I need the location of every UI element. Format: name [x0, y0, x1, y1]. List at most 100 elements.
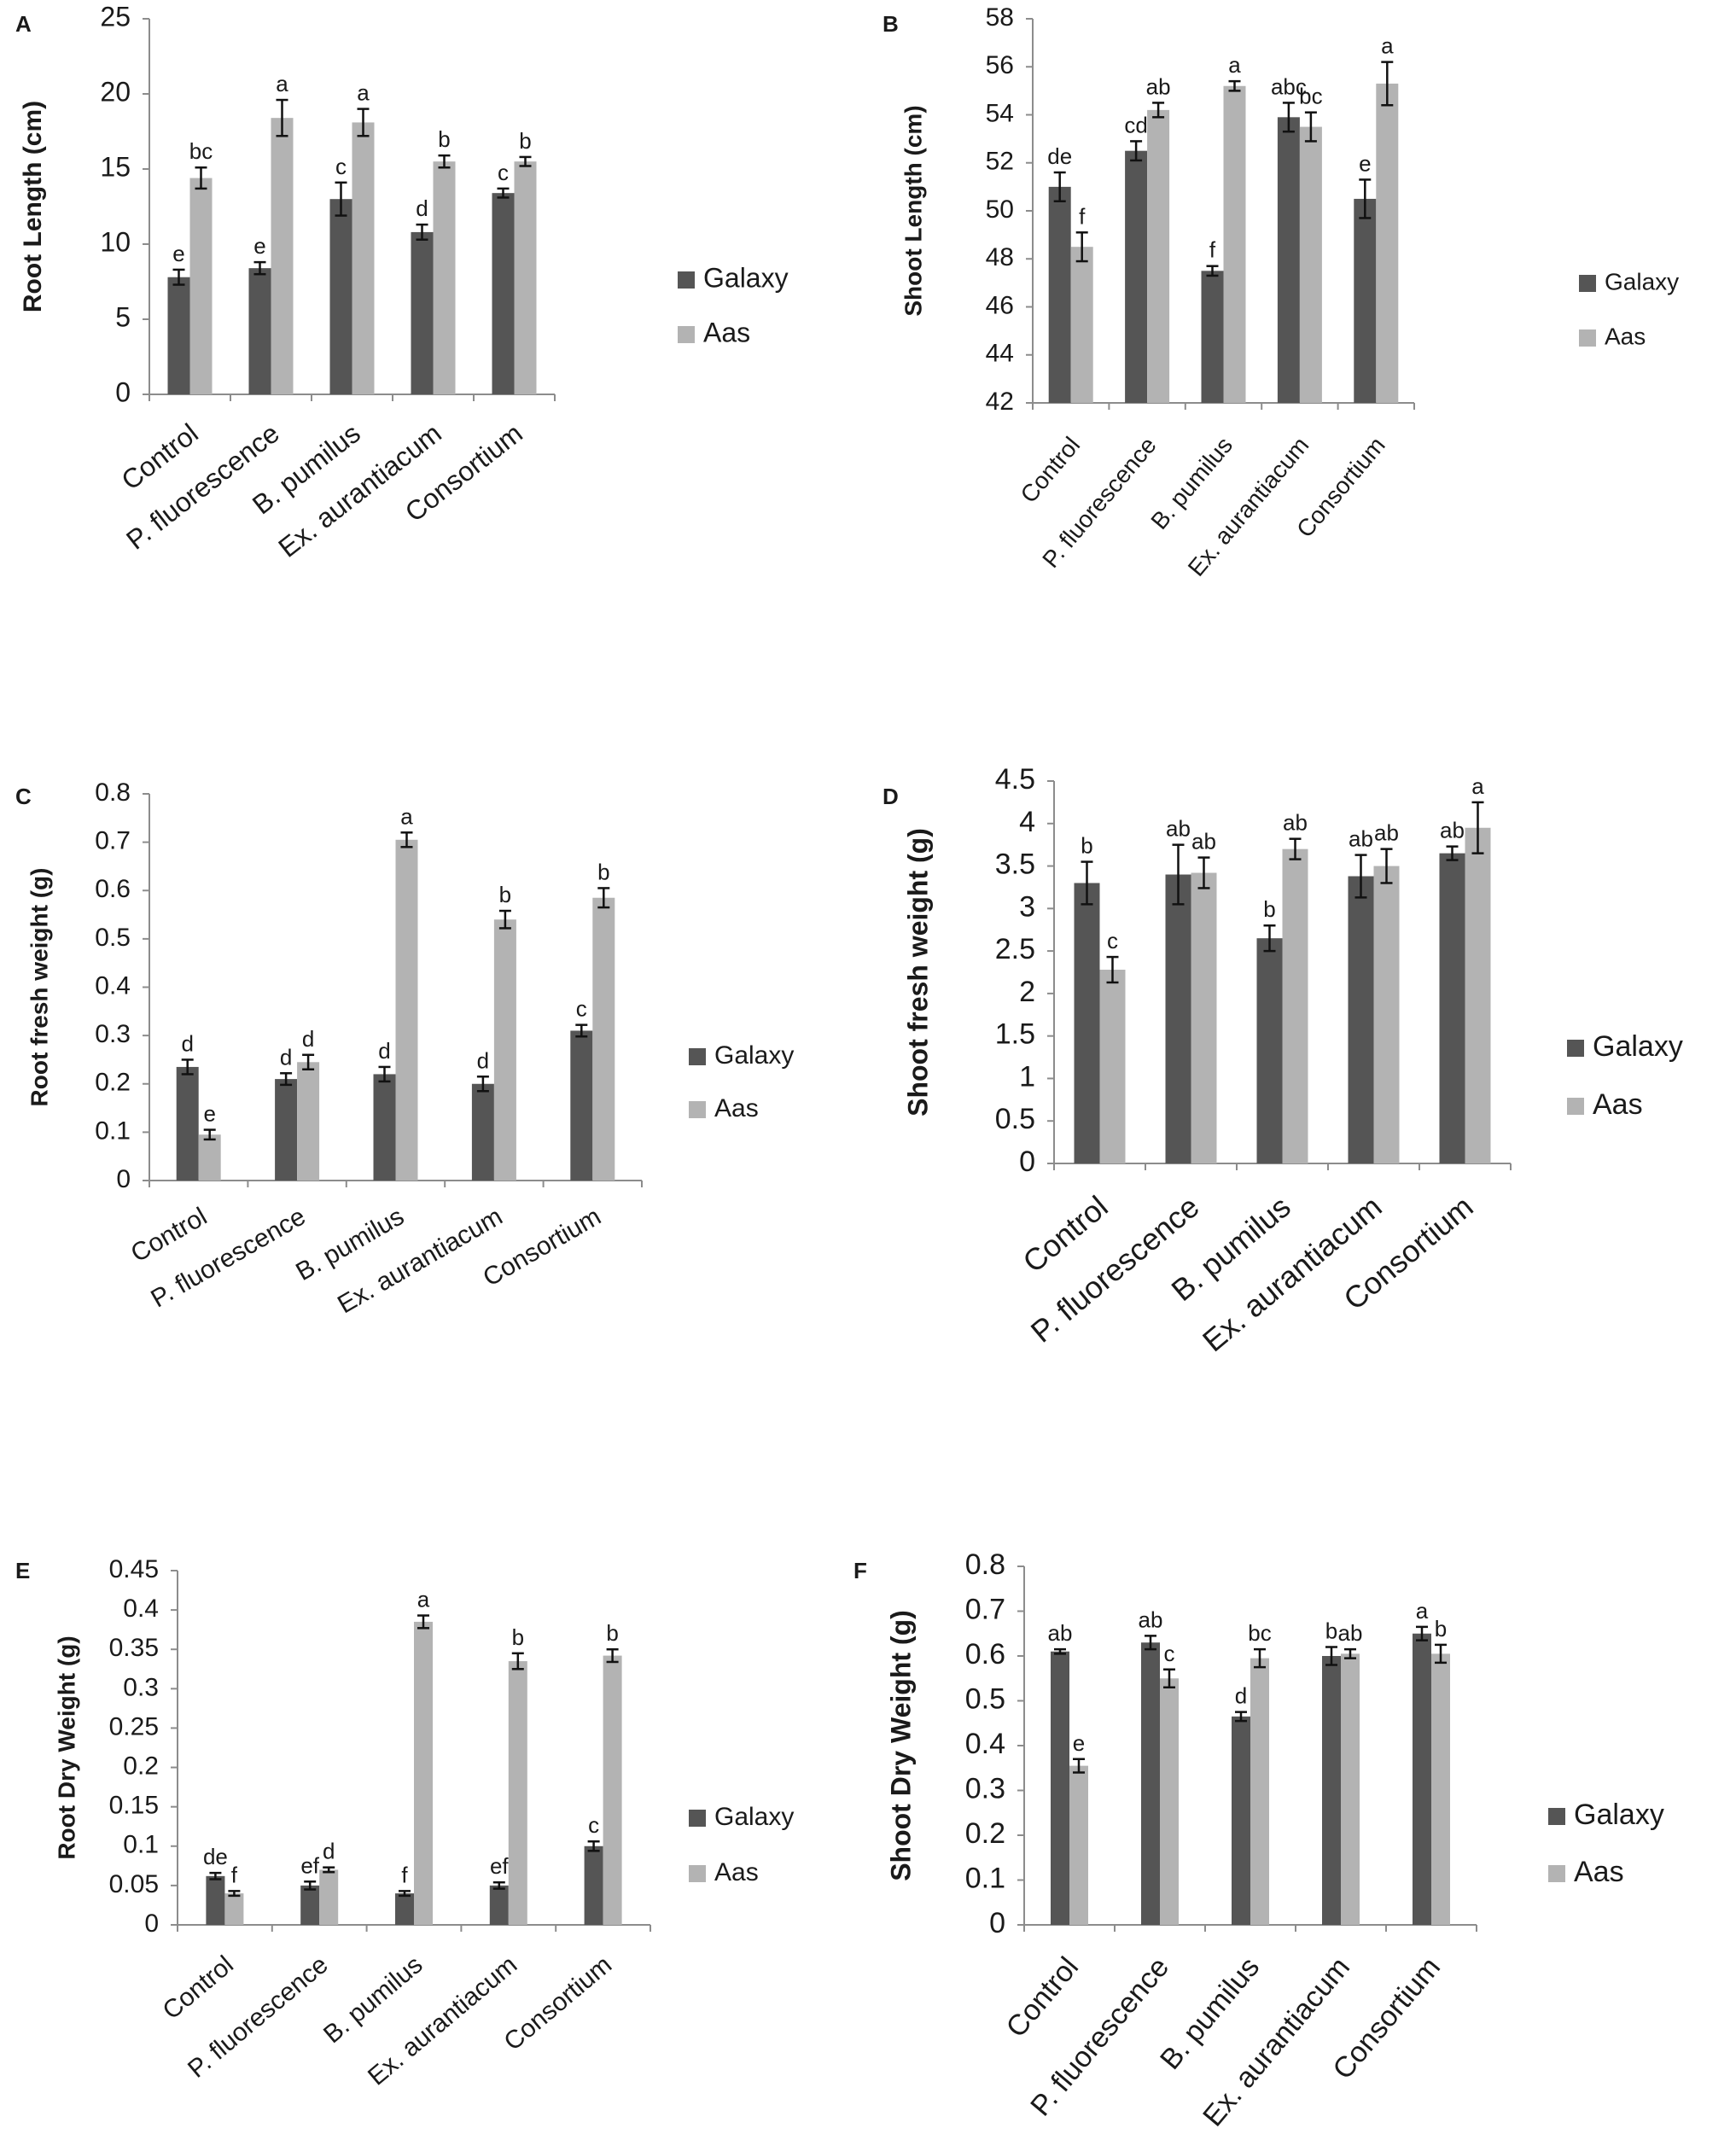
significance-letter: a: [1416, 1598, 1429, 1624]
y-tick-label: 0.8: [965, 1548, 1005, 1581]
bar-galaxy-2: [1125, 150, 1148, 403]
significance-letter: b: [499, 882, 511, 907]
significance-letter: ab: [1139, 1606, 1163, 1632]
significance-letter: ab: [1440, 818, 1465, 843]
legend-label-galaxy: Galaxy: [1574, 1799, 1664, 1831]
y-tick-label: 0.25: [109, 1712, 159, 1740]
bar-galaxy-2: [248, 268, 271, 394]
y-tick-label: 52: [986, 148, 1014, 176]
significance-letter: d: [280, 1044, 292, 1070]
category-label: Ex. aurantiacum: [333, 1202, 507, 1319]
y-tick-label: 0.2: [123, 1752, 159, 1780]
significance-letter: ab: [1146, 73, 1171, 99]
panel-letter-E: E: [15, 1558, 30, 1583]
y-tick-label: 0.3: [95, 1020, 131, 1048]
y-tick-label: 2.5: [995, 933, 1035, 965]
y-tick-label: 0.05: [109, 1870, 159, 1898]
bar-aas-4: [493, 919, 516, 1181]
bar-galaxy-5: [570, 1030, 593, 1181]
y-tick-label: 1.5: [995, 1018, 1035, 1051]
bar-aas-1: [1070, 247, 1093, 403]
y-tick-label: 0: [115, 376, 131, 407]
bar-galaxy-3: [1256, 938, 1283, 1163]
bar-galaxy-3: [1232, 1716, 1250, 1925]
y-tick-label: 4: [1019, 806, 1035, 838]
legend-swatch-aas: [678, 326, 695, 343]
y-tick-label: 3.5: [995, 848, 1035, 881]
significance-letter: b: [1325, 1618, 1337, 1644]
y-tick-label: 0.35: [109, 1634, 159, 1662]
significance-letter: bc: [1248, 1620, 1271, 1646]
bar-galaxy-5: [1439, 853, 1465, 1163]
y-tick-label: 0.2: [95, 1069, 131, 1097]
legend-label-aas: Aas: [1574, 1856, 1624, 1888]
legend-label-galaxy: Galaxy: [714, 1041, 794, 1070]
y-axis-title: Root Dry Weight (g): [53, 1635, 79, 1859]
bar-aas-4: [1373, 866, 1400, 1163]
significance-letter: a: [1471, 773, 1484, 799]
bar-aas-3: [1250, 1658, 1269, 1925]
bar-aas-5: [592, 897, 615, 1181]
y-tick-label: 0.7: [95, 827, 131, 855]
panel-letter-C: C: [15, 784, 32, 809]
legend-swatch-galaxy: [689, 1048, 706, 1065]
significance-letter: ab: [1374, 820, 1399, 846]
y-tick-label: 0.3: [965, 1772, 1005, 1805]
y-tick-label: 0.5: [995, 1103, 1035, 1135]
significance-letter: ab: [1166, 816, 1191, 842]
bar-galaxy-5: [584, 1845, 603, 1925]
bar-aas-1: [224, 1893, 244, 1925]
y-axis-title: Shoot Length (cm): [900, 105, 926, 316]
bar-aas-4: [433, 161, 456, 394]
significance-letter: d: [416, 195, 428, 221]
significance-letter: a: [276, 71, 288, 96]
y-tick-label: 15: [100, 151, 131, 182]
bar-aas-2: [297, 1062, 320, 1181]
significance-letter: a: [1228, 52, 1241, 78]
y-tick-label: 0.4: [95, 971, 131, 1000]
legend-swatch-galaxy: [1567, 1040, 1584, 1057]
bar-aas-5: [603, 1655, 622, 1925]
significance-letter: c: [498, 160, 509, 185]
significance-letter: e: [253, 233, 265, 259]
y-tick-label: 0.4: [123, 1595, 159, 1623]
significance-letter: a: [357, 80, 370, 106]
significance-letter: ab: [1349, 826, 1373, 852]
y-tick-label: 0.45: [109, 1555, 159, 1583]
legend-label-aas: Aas: [1605, 323, 1646, 349]
legend-swatch-galaxy: [689, 1810, 706, 1827]
bar-galaxy-2: [275, 1079, 298, 1181]
significance-letter: ab: [1048, 1620, 1073, 1646]
bar-galaxy-1: [176, 1066, 199, 1181]
panel-letter-D: D: [883, 784, 899, 809]
y-tick-label: 0.5: [965, 1682, 1005, 1715]
legend-swatch-aas: [1567, 1098, 1584, 1115]
y-tick-label: 0.1: [965, 1862, 1005, 1894]
significance-letter: b: [1263, 896, 1275, 922]
significance-letter: f: [1209, 237, 1216, 263]
bar-galaxy-3: [395, 1893, 414, 1925]
y-tick-label: 0: [989, 1907, 1005, 1939]
significance-letter: ab: [1191, 829, 1216, 854]
bar-aas-2: [271, 118, 294, 394]
bar-aas-5: [1431, 1653, 1450, 1925]
y-tick-label: 46: [986, 291, 1014, 319]
significance-letter: b: [1435, 1616, 1447, 1641]
legend-label-galaxy: Galaxy: [703, 262, 789, 293]
significance-letter: d: [181, 1030, 193, 1056]
legend-swatch-aas: [1579, 329, 1596, 347]
bar-galaxy-2: [300, 1885, 320, 1925]
category-label: Control: [158, 1950, 239, 2025]
bar-galaxy-4: [1322, 1656, 1341, 1925]
bar-galaxy-4: [1277, 117, 1300, 403]
y-tick-label: 0.5: [95, 924, 131, 952]
significance-letter: b: [519, 128, 531, 154]
y-tick-label: 0.4: [965, 1728, 1005, 1760]
significance-letter: c: [1107, 928, 1118, 953]
panel-letter-F: F: [853, 1558, 867, 1583]
y-tick-label: 50: [986, 195, 1014, 224]
y-tick-label: 1: [1019, 1060, 1035, 1093]
y-tick-label: 4.5: [995, 763, 1035, 796]
bar-galaxy-4: [489, 1885, 509, 1925]
bar-aas-1: [1099, 970, 1126, 1163]
